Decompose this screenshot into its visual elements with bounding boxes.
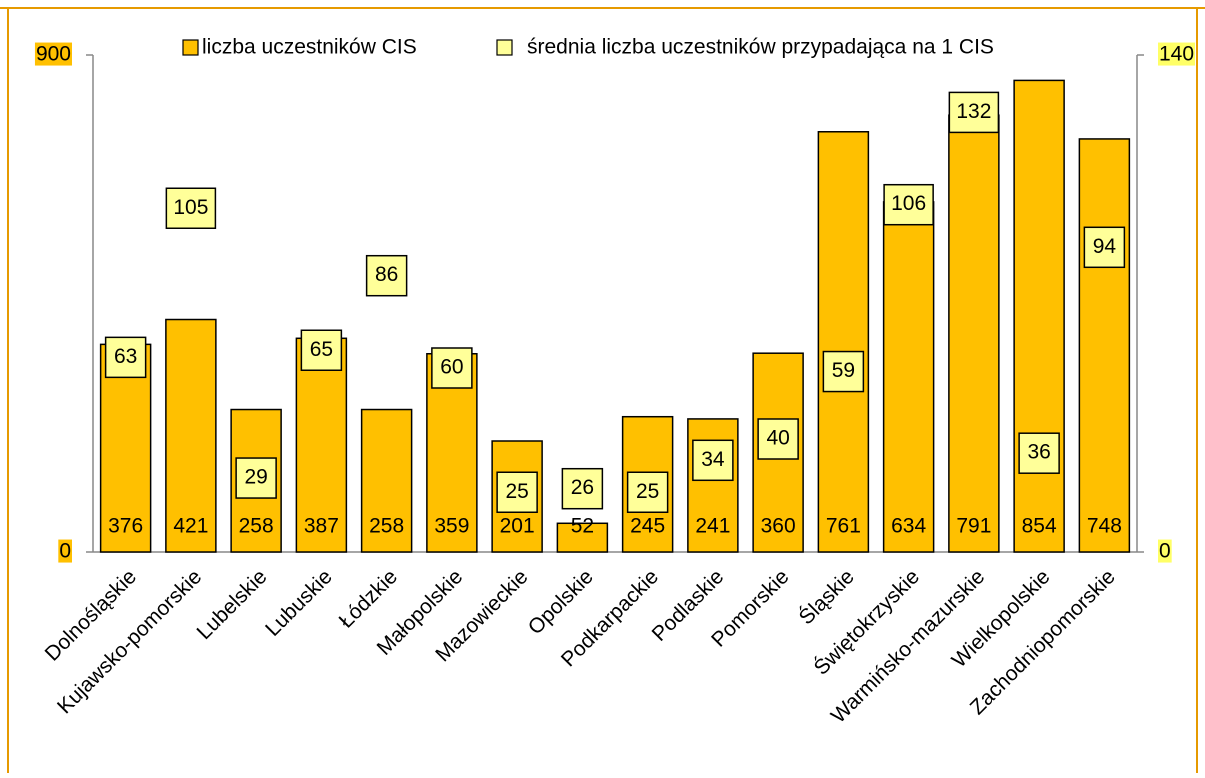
avg-value-label: 26 xyxy=(571,476,594,499)
bar xyxy=(1013,79,1065,553)
avg-box xyxy=(431,347,473,389)
bar xyxy=(556,522,609,553)
avg-box xyxy=(300,329,343,371)
avg-value-label: 60 xyxy=(440,356,463,379)
avg-box xyxy=(235,457,277,499)
x-tick-label: Łódzkie xyxy=(335,565,402,632)
bar-value-label: 258 xyxy=(369,515,404,538)
avg-value-label: 34 xyxy=(701,448,725,471)
bar xyxy=(360,408,413,553)
avg-box xyxy=(822,350,865,393)
bar-value-label: 421 xyxy=(173,515,208,538)
avg-box xyxy=(104,336,147,379)
avg-box xyxy=(365,254,408,297)
avg-value-label: 40 xyxy=(766,427,789,450)
bar xyxy=(165,318,217,553)
bar-value-label: 854 xyxy=(1022,515,1057,538)
avg-value-label: 63 xyxy=(114,345,137,368)
avg-value-label: 105 xyxy=(173,196,208,219)
bar-value-label: 748 xyxy=(1087,515,1122,538)
avg-box xyxy=(496,471,538,513)
bar-value-label: 245 xyxy=(630,515,665,538)
bar-value-label: 387 xyxy=(304,515,339,538)
x-tick-label: Lubuskie xyxy=(261,565,337,641)
x-tick-label: Lubelskie xyxy=(193,565,272,644)
y2-tick-label: 140 xyxy=(1159,43,1194,66)
bar xyxy=(1078,138,1131,553)
legend-label: średnia liczba uczestników przypadająca … xyxy=(527,36,994,59)
avg-box xyxy=(1083,226,1126,269)
y-tick-label-bg xyxy=(58,539,72,563)
bar-value-label: 360 xyxy=(761,515,796,538)
bar-value-label: 634 xyxy=(891,515,926,538)
bar xyxy=(99,343,152,553)
avg-box xyxy=(1018,432,1060,474)
y2-tick-label-bg xyxy=(1158,42,1196,66)
bar-value-label: 201 xyxy=(500,515,535,538)
avg-value-label: 106 xyxy=(891,192,926,215)
bar xyxy=(295,337,348,553)
avg-box xyxy=(883,183,934,226)
avg-box xyxy=(165,187,217,229)
bar-value-label: 241 xyxy=(695,515,730,538)
y2-tick-label-bg xyxy=(1158,539,1172,563)
bar xyxy=(817,131,870,553)
avg-value-label: 65 xyxy=(310,338,333,361)
avg-box xyxy=(757,418,799,460)
y2-tick-label: 0 xyxy=(1159,540,1171,563)
avg-value-label: 36 xyxy=(1027,441,1050,464)
avg-value-label: 25 xyxy=(505,480,528,503)
avg-value-label: 132 xyxy=(956,100,991,123)
bar-value-label: 359 xyxy=(434,515,469,538)
bar-value-label: 376 xyxy=(108,515,143,538)
avg-value-label: 29 xyxy=(244,466,267,489)
y-tick-label-bg xyxy=(34,42,72,66)
bar-value-label: 258 xyxy=(239,515,274,538)
avg-value-label: 25 xyxy=(636,480,659,503)
bar-value-label: 791 xyxy=(956,515,991,538)
avg-value-label: 94 xyxy=(1093,235,1117,258)
legend-swatch xyxy=(182,39,199,56)
avg-value-label: 59 xyxy=(832,359,855,382)
y-tick-label: 0 xyxy=(59,540,71,563)
legend-swatch xyxy=(496,39,513,56)
avg-value-label: 86 xyxy=(375,263,398,286)
legend-label: liczba uczestników CIS xyxy=(202,36,417,59)
bar-value-label: 761 xyxy=(826,515,861,538)
avg-box xyxy=(561,467,604,510)
y-tick-label: 900 xyxy=(36,43,71,66)
bar xyxy=(882,201,935,553)
bar-value-label: 52 xyxy=(571,515,594,538)
x-tick-label: Śląskie xyxy=(794,564,859,629)
avg-box xyxy=(626,471,669,513)
avg-box xyxy=(692,439,734,482)
bar xyxy=(948,114,1000,553)
avg-box xyxy=(948,91,1000,134)
